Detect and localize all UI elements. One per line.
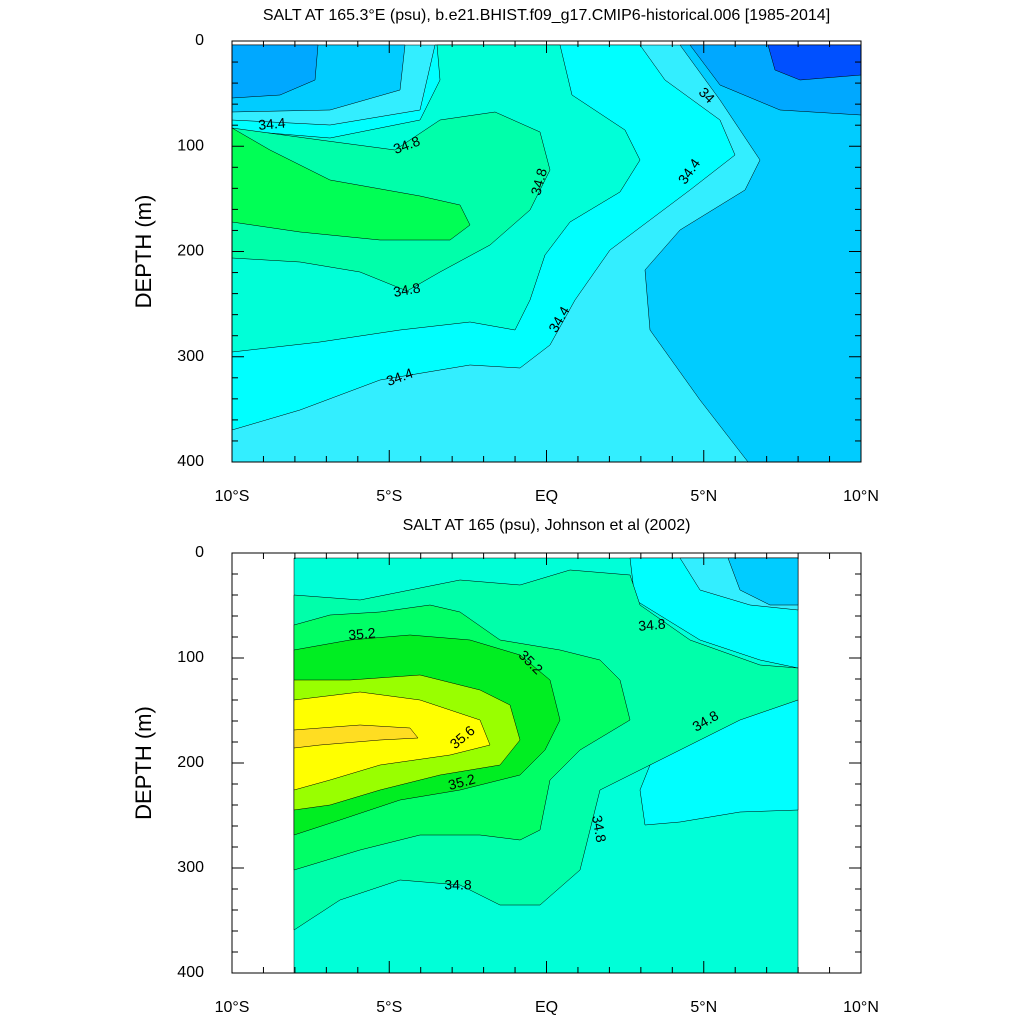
x-tick-label: 10°N — [843, 999, 879, 1016]
y-tick-label: 400 — [177, 453, 204, 470]
contour-label: 35.2 — [348, 625, 377, 643]
chart-title: SALT AT 165.3°E (psu), b.e21.BHIST.f09_g… — [263, 7, 830, 24]
contour-label: 34.8 — [392, 279, 422, 300]
contour-label: 34.8 — [638, 616, 667, 634]
x-tick-label: 5°N — [690, 999, 717, 1016]
chart-title: SALT AT 165 (psu), Johnson et al (2002) — [403, 517, 691, 534]
y-tick-label: 200 — [177, 243, 204, 260]
x-tick-label: 10°S — [215, 488, 250, 505]
contour-label: 34.8 — [444, 877, 471, 893]
contour-band — [727, 557, 799, 606]
contour-band — [293, 691, 491, 791]
contour-band — [293, 724, 419, 749]
contour-label: 35.2 — [446, 770, 477, 793]
x-tick-label: 5°N — [690, 488, 717, 505]
y-axis-label: DEPTH (m) — [131, 195, 156, 309]
y-tick-label: 300 — [177, 859, 204, 876]
x-tick-label: 5°S — [376, 999, 402, 1016]
contour-label: 34.8 — [589, 814, 610, 844]
contour-label: 34.8 — [527, 166, 550, 197]
y-tick-label: 0 — [195, 32, 204, 49]
y-tick-label: 100 — [177, 137, 204, 154]
y-tick-label: 0 — [195, 544, 204, 561]
y-axis-label: DEPTH (m) — [131, 706, 156, 820]
y-tick-label: 100 — [177, 649, 204, 666]
y-tick-label: 400 — [177, 964, 204, 981]
x-tick-label: 5°S — [376, 488, 402, 505]
x-tick-label: EQ — [535, 488, 558, 505]
x-tick-label: 10°S — [215, 999, 250, 1016]
y-tick-label: 200 — [177, 754, 204, 771]
x-tick-label: 10°N — [843, 488, 879, 505]
contour-label: 34.4 — [258, 115, 287, 133]
x-tick-label: EQ — [535, 999, 558, 1016]
contour-band — [767, 44, 862, 81]
y-tick-label: 300 — [177, 348, 204, 365]
contour-band — [231, 127, 471, 241]
contour-band — [639, 699, 799, 826]
